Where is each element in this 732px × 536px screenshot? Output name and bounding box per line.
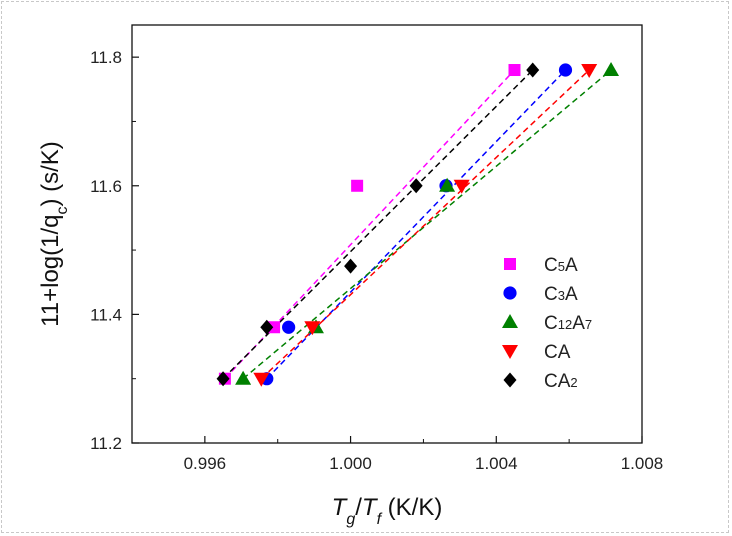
legend-label-c5a: C5A: [544, 255, 578, 276]
legend: C5A C3A C12A7 CA CA2: [502, 255, 592, 392]
data-point-ca: [304, 321, 321, 336]
legend-label-c3a: C3A: [544, 284, 578, 305]
legend-marker-ca: [502, 345, 518, 359]
axis-ticks: 0.996 1.000 1.004 1.008 11.2 11.4 11.6 11.8: [90, 48, 663, 473]
data-point-ca2: [526, 62, 540, 78]
legend-label-c12a7: C12A7: [544, 313, 592, 334]
data-point-c5a: [268, 321, 281, 334]
data-point-c3a: [558, 63, 573, 77]
y-tick-label: 11.4: [90, 305, 122, 324]
data-point-c12a7: [603, 62, 620, 77]
legend-marker-ca2: [503, 372, 517, 388]
plot-area-frame: [131, 24, 643, 444]
x-axis-title: Tg/Tf (K/K): [332, 494, 443, 528]
legend-marker-c3a: [503, 286, 517, 300]
x-tick-label: 1.008: [621, 454, 664, 473]
data-point-c5a: [508, 64, 521, 77]
data-point-ca2: [216, 371, 230, 387]
y-tick-label: 11.6: [90, 177, 122, 196]
data-point-ca2: [344, 258, 358, 274]
data-point-ca: [453, 179, 470, 194]
data-point-c5a: [351, 179, 364, 192]
x-tick-label: 1.004: [475, 454, 518, 473]
y-tick-label: 11.8: [90, 48, 122, 67]
data-point-c3a: [282, 320, 296, 334]
data-point-c12a7: [439, 177, 456, 192]
y-axis-title: 11+log(1/qc) (s/K): [37, 141, 71, 327]
legend-label-ca: CA: [544, 342, 571, 363]
data-point-ca2: [260, 319, 274, 335]
data-point-ca: [253, 372, 270, 387]
y-tick-label: 11.2: [90, 434, 122, 453]
legend-label-ca2: CA2: [544, 371, 578, 392]
legend-marker-c5a: [504, 258, 516, 270]
data-markers: [216, 62, 620, 387]
data-point-ca: [581, 64, 598, 79]
data-point-c12a7: [235, 370, 252, 385]
x-tick-label: 1.000: [329, 454, 372, 473]
x-tick-label: 0.996: [184, 454, 227, 473]
legend-marker-c12a7: [502, 314, 518, 328]
fit-line-c12a7: [242, 69, 612, 380]
data-point-ca2: [409, 178, 423, 194]
